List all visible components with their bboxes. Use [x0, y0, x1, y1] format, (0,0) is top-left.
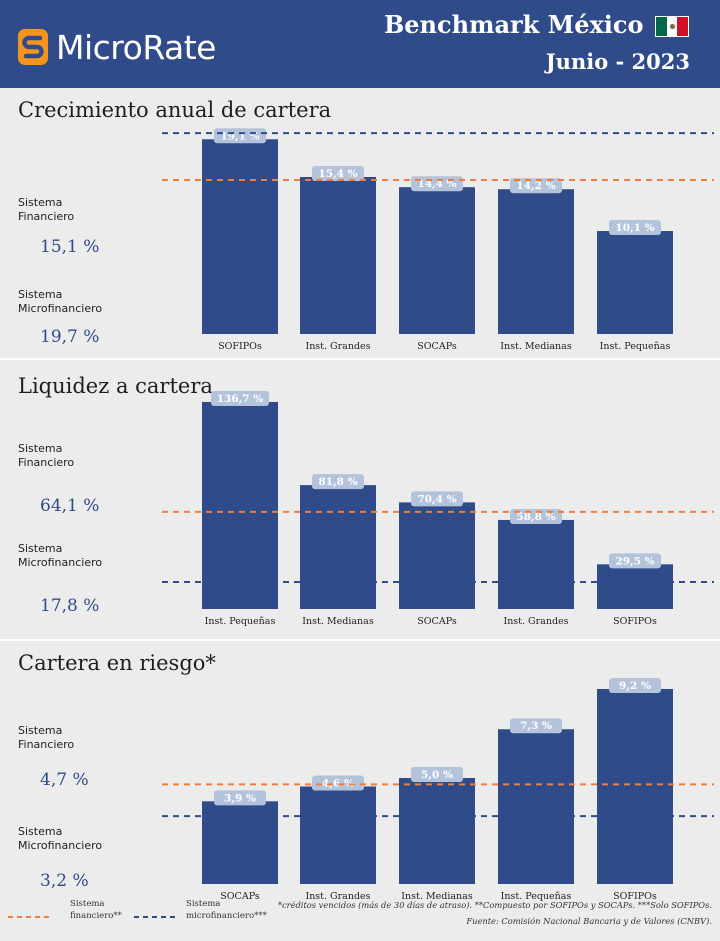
category-label: SOFIPOs	[218, 341, 262, 352]
label-sistema-financiero: Sistema Financiero	[18, 196, 75, 223]
section-divider	[0, 358, 720, 360]
label-sistema-microfinanciero: Sistema Microfinanciero	[18, 288, 103, 315]
section-title-crecimiento: Crecimiento anual de cartera	[18, 98, 332, 122]
data-label: 5,0 %	[421, 769, 453, 781]
data-label: 136,7 %	[217, 393, 264, 405]
data-label-bg	[609, 553, 661, 569]
data-label-bg	[609, 677, 661, 693]
section-divider	[0, 639, 720, 641]
chart-1: 136,7 % Inst. Pequeñas 81,8 % Inst. Mediana…	[162, 390, 714, 627]
category-label: Inst. Grandes	[305, 341, 370, 352]
data-label: 19,1 %	[220, 130, 259, 142]
bar	[202, 401, 278, 609]
bar	[399, 502, 475, 609]
bar	[597, 564, 673, 609]
bar	[498, 519, 574, 609]
label-sistema-microfinanciero: Sistema Microfinanciero	[18, 825, 103, 852]
data-label: 15,4 %	[318, 168, 357, 180]
category-label: SOCAPs	[220, 891, 260, 902]
data-label: 7,3 %	[520, 720, 552, 732]
data-label: 14,2 %	[516, 180, 555, 192]
bar	[300, 485, 376, 609]
category-label: Inst. Medianas	[500, 341, 572, 352]
data-label-bg	[411, 767, 463, 782]
legend-financiero-label: Sistema financiero**	[70, 899, 122, 921]
value-sistema-financiero: 15,1 %	[40, 237, 100, 257]
footnote-source: Fuente: Comisión Nacional Bancaria y de …	[466, 916, 712, 926]
data-label-bg	[214, 128, 266, 144]
value-sistema-financiero: 4,7 %	[40, 770, 89, 790]
label-sistema-financiero: Sistema Financiero	[18, 442, 75, 469]
bar	[399, 187, 475, 334]
data-label: 58,8 %	[516, 511, 555, 523]
bar	[498, 729, 574, 884]
section-title-cartera-riesgo: Cartera en riesgo*	[18, 651, 216, 675]
bar	[300, 176, 376, 334]
data-label-bg	[510, 178, 562, 194]
data-label-bg	[312, 474, 364, 490]
label-sistema-microfinanciero: Sistema Microfinanciero	[18, 542, 103, 569]
bar	[597, 688, 673, 884]
footnote-definitions: *créditos vencidos (más de 30 días de at…	[277, 900, 712, 910]
bar	[597, 231, 673, 334]
category-label: Inst. Pequeñas	[600, 341, 671, 352]
category-label: Inst. Pequeñas	[205, 616, 276, 627]
category-label: Inst. Grandes	[503, 616, 568, 627]
data-label-bg	[211, 390, 269, 406]
data-label-bg	[214, 790, 266, 806]
category-label: Inst. Pequeñas	[501, 891, 572, 902]
microrate-logo-icon	[18, 29, 48, 65]
legend-orange-dash	[8, 916, 52, 918]
header-banner: MicroRate Benchmark México Junio - 2023	[0, 0, 720, 88]
data-label: 81,8 %	[318, 476, 357, 488]
chart-0: 19,1 % SOFIPOs 15,4 % Inst. Grandes 14,4 % SO…	[162, 128, 714, 352]
bar	[202, 801, 278, 884]
mexico-flag-icon	[655, 16, 689, 37]
category-label: SOCAPs	[417, 341, 457, 352]
data-label: 3,9 %	[224, 792, 256, 804]
data-label-bg	[312, 165, 364, 181]
data-label-bg	[510, 718, 562, 734]
data-label: 14,4 %	[417, 178, 456, 190]
category-label: Inst. Grandes	[305, 891, 370, 902]
data-label: 29,5 %	[615, 555, 654, 567]
data-label: 70,4 %	[417, 493, 456, 505]
data-label: 10,1 %	[615, 222, 654, 234]
bar	[498, 189, 574, 334]
bar	[202, 139, 278, 334]
category-label: SOFIPOs	[613, 891, 657, 902]
data-label: 9,2 %	[619, 680, 651, 692]
category-label: Inst. Medianas	[401, 891, 473, 902]
data-label-bg	[609, 220, 661, 236]
value-sistema-financiero: 64,1 %	[40, 496, 100, 516]
category-label: Inst. Medianas	[302, 616, 374, 627]
value-sistema-microfinanciero: 3,2 %	[40, 871, 89, 891]
value-sistema-microfinanciero: 19,7 %	[40, 327, 100, 347]
category-label: SOFIPOs	[613, 616, 657, 627]
legend-blue-dash	[134, 916, 178, 918]
value-sistema-microfinanciero: 17,8 %	[40, 596, 100, 616]
brand-name: MicroRate	[56, 28, 216, 67]
bar	[399, 778, 475, 884]
report-title: Benchmark México	[384, 10, 644, 39]
data-label-bg	[312, 775, 364, 791]
bar	[300, 786, 376, 884]
section-title-liquidez: Liquidez a cartera	[18, 374, 213, 398]
data-label-bg	[411, 491, 463, 507]
report-date: Junio - 2023	[545, 49, 690, 74]
label-sistema-financiero: Sistema Financiero	[18, 724, 75, 751]
category-label: SOCAPs	[417, 616, 457, 627]
legend-microfinanciero-label: Sistema microfinanciero***	[186, 899, 267, 921]
